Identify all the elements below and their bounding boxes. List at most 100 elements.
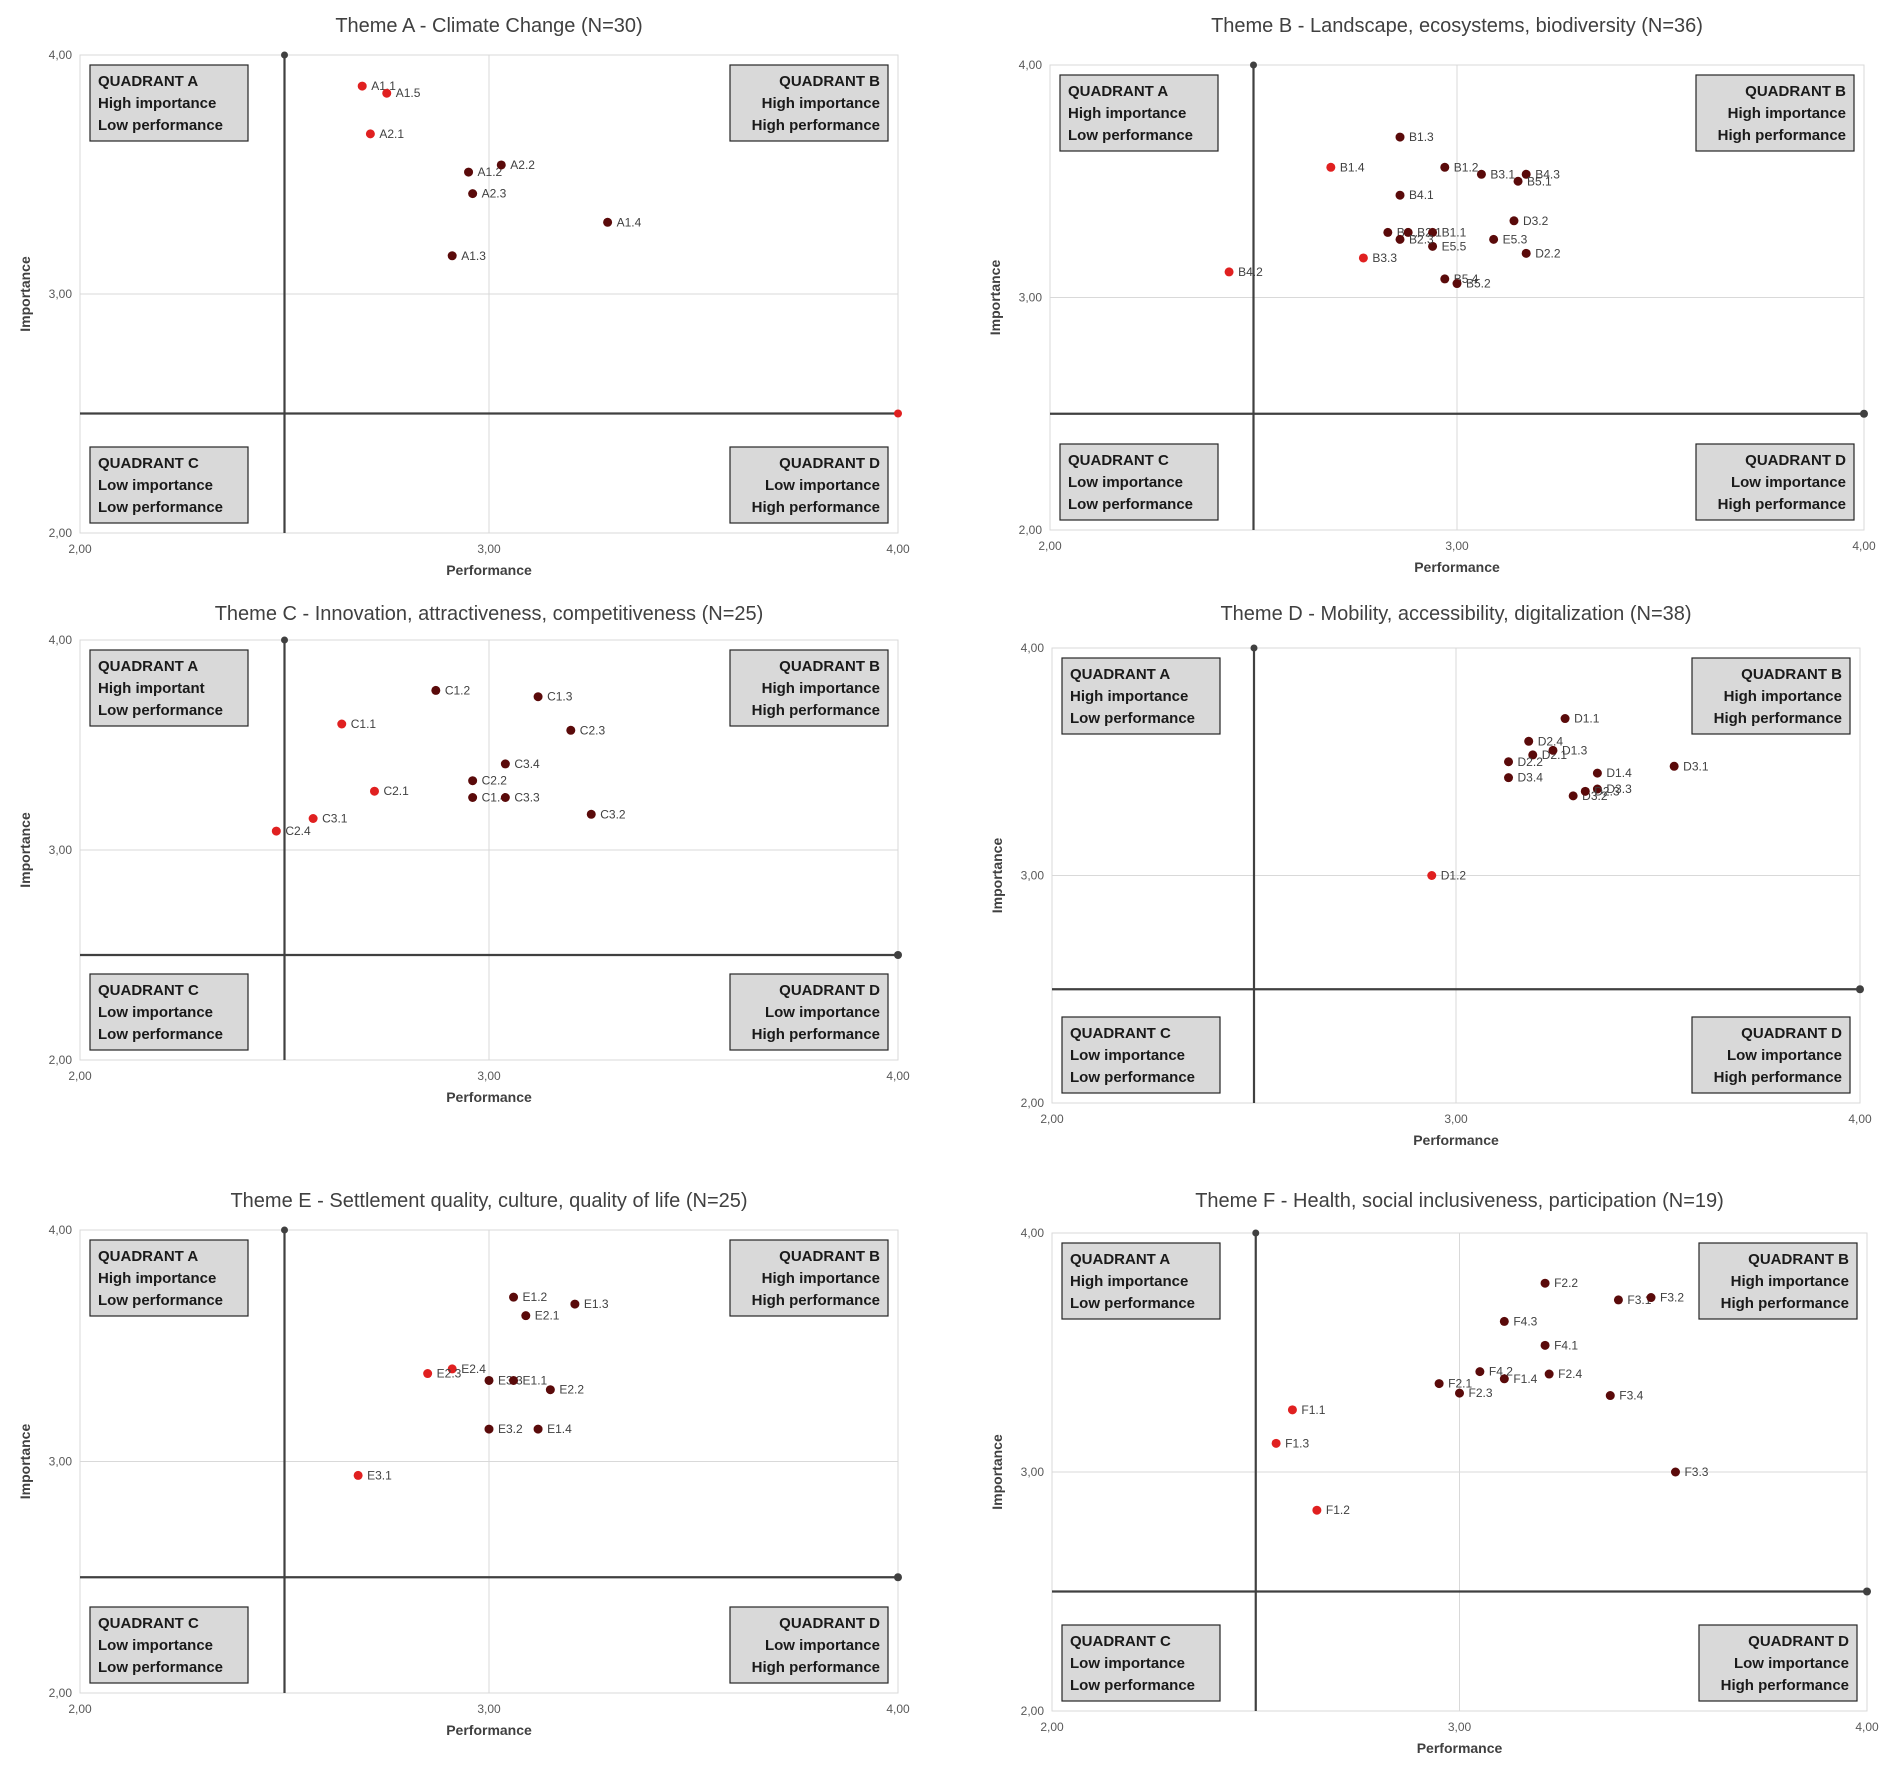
chart-f-ylabel: Importance	[989, 1434, 1005, 1510]
chart-e-quadrant-c-line: Low performance	[98, 1659, 223, 1676]
chart-b-quadrant-c-box	[1059, 443, 1219, 521]
chart-e-quadrant-a-line: QUADRANT A	[98, 1248, 198, 1265]
chart-c-ylabel: Importance	[17, 812, 33, 888]
chart-d-point-label: D2.4	[1538, 734, 1564, 748]
chart-a-point-label: A2.3	[482, 187, 507, 201]
chart-b-xtick: 3,00	[1445, 539, 1469, 553]
chart-a-ytick: 4,00	[49, 48, 73, 62]
chart-c-ytick: 2,00	[49, 1053, 73, 1067]
chart-f-quadrant-d-line: High performance	[1721, 1677, 1849, 1694]
chart-e-point	[509, 1292, 519, 1302]
chart-d-quadrant-b-line: High performance	[1714, 710, 1842, 727]
chart-d-point	[1580, 786, 1590, 796]
chart-b-title: Theme B - Landscape, ecosystems, biodive…	[1211, 15, 1703, 37]
chart-b-quadrant-b-line: High performance	[1718, 127, 1846, 144]
chart-c-point	[586, 809, 596, 819]
chart-d-ytick: 2,00	[1021, 1096, 1045, 1110]
chart-f-point	[1540, 1340, 1550, 1350]
chart-b-point	[1440, 162, 1450, 172]
chart-c-point	[533, 692, 543, 702]
chart-b-point-label: E5.3	[1503, 232, 1528, 246]
chart-d-point	[1592, 784, 1602, 794]
chart-c-quadrant-b-line: QUADRANT B	[779, 658, 880, 675]
chart-d-quadrant-a-box	[1061, 657, 1221, 735]
chart-c-xtick: 4,00	[886, 1069, 910, 1083]
chart-f-ytick: 3,00	[1021, 1465, 1045, 1479]
chart-c-point-label: C2.4	[285, 824, 311, 838]
chart-b-point-label: D2.2	[1535, 246, 1561, 260]
chart-theme-f: Theme F - Health, social inclusiveness, …	[989, 1190, 1879, 1756]
chart-f-point	[1434, 1379, 1444, 1389]
chart-d-quadrant-d-line: High performance	[1714, 1069, 1842, 1086]
chart-b-point	[1224, 267, 1234, 277]
chart-d-quadrant-a-line: Low performance	[1070, 710, 1195, 727]
chart-f-point-label: F4.2	[1489, 1365, 1513, 1379]
chart-c-point-label: C2.2	[482, 774, 508, 788]
chart-a-xtick: 3,00	[477, 542, 501, 556]
chart-f-ytick: 2,00	[1021, 1704, 1045, 1718]
chart-c-point-label: C3.1	[322, 812, 348, 826]
chart-c-quadrant-a-line: Low performance	[98, 702, 223, 719]
chart-b-quadrant-c-line: QUADRANT C	[1068, 452, 1169, 469]
chart-e-point	[447, 1364, 457, 1374]
chart-f-quadrant-c-line: Low performance	[1070, 1677, 1195, 1694]
chart-b-point	[1428, 227, 1438, 237]
chart-e-xtick: 3,00	[477, 1702, 501, 1716]
chart-f-divider-end-right	[1863, 1587, 1871, 1596]
chart-d-xtick: 4,00	[1848, 1112, 1872, 1126]
chart-b-quadrant-d-line: QUADRANT D	[1745, 452, 1846, 469]
chart-b-point-label: B3.1	[1490, 167, 1515, 181]
chart-c-point-label: C3.3	[514, 791, 540, 805]
chart-b-quadrant-a-line: Low performance	[1068, 127, 1193, 144]
chart-d-quadrant-a-line: QUADRANT A	[1070, 666, 1170, 683]
chart-d-xtick: 2,00	[1040, 1112, 1064, 1126]
chart-d-point	[1669, 761, 1679, 771]
chart-f-point-label: F4.1	[1554, 1338, 1578, 1352]
chart-f-quadrant-a-line: QUADRANT A	[1070, 1251, 1170, 1268]
chart-c-quadrant-b-box	[729, 649, 889, 727]
chart-a-title: Theme A - Climate Change (N=30)	[335, 15, 642, 37]
chart-b-point-label: B1.4	[1340, 160, 1365, 174]
chart-c-point-label: C1.2	[445, 683, 471, 697]
chart-f-point	[1475, 1367, 1485, 1377]
chart-e-quadrant-d-line: QUADRANT D	[779, 1615, 880, 1632]
chart-c-quadrant-a-line: High important	[98, 680, 205, 697]
chart-c-point	[431, 685, 441, 695]
chart-d-xtick: 3,00	[1444, 1112, 1468, 1126]
chart-c-xtick: 2,00	[68, 1069, 92, 1083]
chart-d-point-label: D2.1	[1542, 748, 1568, 762]
chart-e-quadrant-d-line: Low importance	[765, 1637, 880, 1654]
chart-b-quadrant-d-line: High performance	[1718, 496, 1846, 513]
chart-a-quadrant-a-line: QUADRANT A	[98, 73, 198, 90]
chart-e-quadrant-a-line: High importance	[98, 1270, 216, 1287]
chart-e-point-label: E1.3	[584, 1297, 609, 1311]
chart-e-xlabel: Performance	[446, 1722, 532, 1738]
chart-b-point-label: B5.1	[1527, 174, 1552, 188]
chart-d-quadrant-d-box	[1691, 1016, 1851, 1094]
chart-d-point	[1524, 736, 1534, 746]
chart-c-quadrant-c-line: QUADRANT C	[98, 982, 199, 999]
chart-a-quadrant-d-line: High performance	[752, 499, 880, 516]
chart-c-divider-end-top	[281, 636, 288, 644]
chart-a-quadrant-b-line: High importance	[762, 95, 880, 112]
chart-d-title: Theme D - Mobility, accessibility, digit…	[1220, 603, 1691, 625]
chart-c-ytick: 3,00	[49, 843, 73, 857]
chart-c-point	[468, 793, 478, 802]
chart-e-quadrant-b-line: High performance	[752, 1292, 880, 1309]
chart-a-point-label: A2.2	[510, 158, 535, 172]
chart-f-quadrant-b-line: High performance	[1721, 1295, 1849, 1312]
chart-c-point	[566, 725, 576, 735]
chart-e-divider-end-top	[281, 1226, 288, 1234]
chart-b-point-label: B2.3	[1409, 232, 1434, 246]
chart-b-point-label: B4.2	[1238, 265, 1263, 279]
chart-e-point	[533, 1424, 543, 1434]
chart-f-quadrant-a-line: Low performance	[1070, 1295, 1195, 1312]
chart-b-point	[1395, 234, 1405, 244]
chart-f-quadrant-d-line: Low importance	[1734, 1655, 1849, 1672]
chart-c-ytick: 4,00	[49, 633, 73, 647]
chart-d-quadrant-d-line: QUADRANT D	[1741, 1025, 1842, 1042]
chart-b-point	[1521, 169, 1531, 179]
chart-b-ytick: 3,00	[1019, 291, 1043, 305]
chart-d-quadrant-b-box	[1691, 657, 1851, 735]
chart-a-ytick: 2,00	[49, 526, 73, 540]
